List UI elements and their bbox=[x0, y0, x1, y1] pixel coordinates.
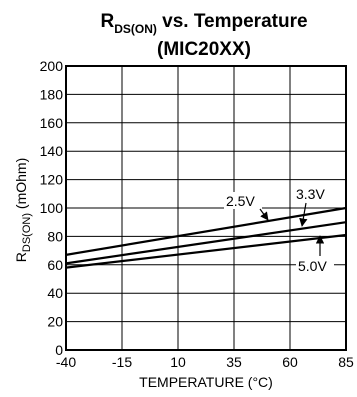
series-lines bbox=[65, 206, 347, 269]
y-tick-labels: 0 20 40 60 80 100 120 140 160 180 200 bbox=[40, 58, 64, 358]
annotation-bg bbox=[294, 185, 332, 202]
x-tick-label: -40 bbox=[56, 354, 76, 370]
chart-subtitle: (MIC20XX) bbox=[157, 39, 251, 60]
x-tick-label: -15 bbox=[112, 354, 132, 370]
grid bbox=[65, 65, 347, 351]
annotation-label: 3.3V bbox=[296, 186, 325, 202]
y-tick-label: 140 bbox=[40, 143, 64, 159]
x-tick-label: 60 bbox=[282, 354, 298, 370]
annotation-arrow bbox=[259, 208, 269, 221]
y-tick-label: 20 bbox=[47, 314, 63, 330]
series-line-3-3V bbox=[65, 221, 347, 265]
y-axis-label: RDS(ON) (mOhm) bbox=[13, 158, 33, 262]
annotation-bg bbox=[296, 257, 334, 274]
chart-title: RDS(ON) vs. Temperature bbox=[100, 11, 307, 36]
y-tick-label: 60 bbox=[47, 257, 63, 273]
x-axis-label: TEMPERATURE (°C) bbox=[139, 374, 273, 390]
y-tick-label: 100 bbox=[40, 200, 64, 216]
y-tick-label: 0 bbox=[55, 342, 63, 358]
annotation-bg bbox=[224, 192, 262, 209]
y-tick-label: 180 bbox=[40, 86, 64, 102]
y-tick-label: 120 bbox=[40, 172, 64, 188]
series-line-2-5V bbox=[65, 206, 347, 256]
y-tick-label: 40 bbox=[47, 285, 63, 301]
y-tick-label: 80 bbox=[47, 228, 63, 244]
y-tick-label: 200 bbox=[40, 58, 64, 74]
x-tick-label: 10 bbox=[170, 354, 186, 370]
x-tick-label: 85 bbox=[338, 354, 354, 370]
x-tick-label: 35 bbox=[226, 354, 242, 370]
annotation-label: 5.0V bbox=[298, 258, 327, 274]
x-tick-labels: -40 -15 10 35 60 85 bbox=[56, 354, 354, 370]
series-line-5-0V bbox=[65, 233, 347, 269]
y-tick-label: 160 bbox=[40, 115, 64, 131]
annotation-label: 2.5V bbox=[226, 193, 255, 209]
annotation-arrow bbox=[299, 202, 308, 227]
series-annotations: 2.5V 3.3V 5.0V bbox=[224, 185, 334, 274]
